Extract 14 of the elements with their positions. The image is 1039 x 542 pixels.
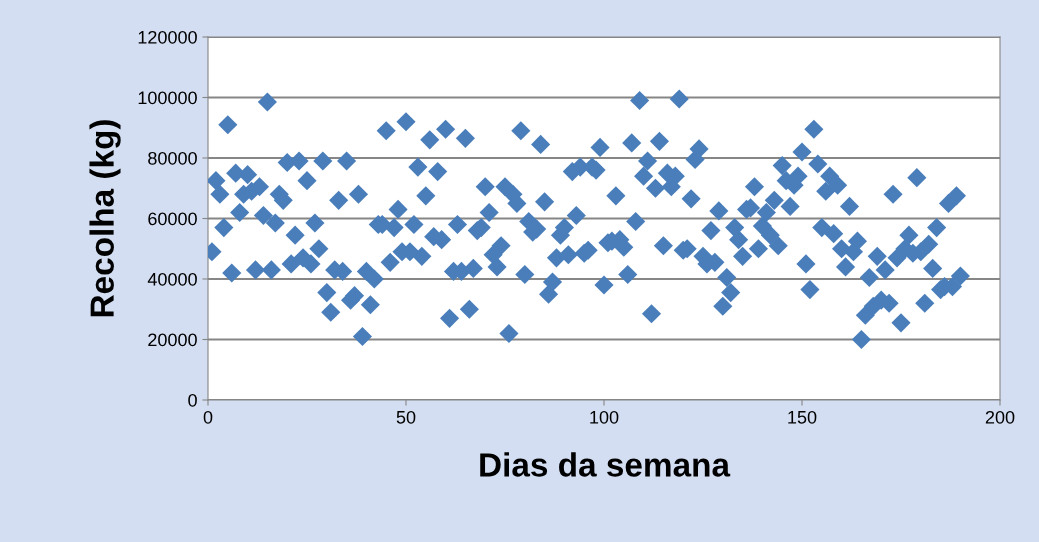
- x-tick-label: 150: [788, 410, 817, 424]
- y-tick-label: 80000: [148, 151, 197, 165]
- x-tick-label: 0: [203, 410, 213, 424]
- y-tick-label: 40000: [147, 272, 197, 286]
- y-tick-label: 120000: [138, 30, 197, 44]
- y-tick-label: 60000: [148, 212, 197, 226]
- x-tick-label: 200: [985, 410, 1015, 424]
- y-tick-label: 20000: [148, 333, 197, 347]
- y-tick-label: 0: [188, 393, 197, 407]
- x-axis-title: Dias da semana: [480, 452, 731, 477]
- x-tick-label: 50: [396, 410, 416, 424]
- y-axis-title: Recolha (kg): [89, 120, 121, 317]
- x-tick-label: 100: [590, 410, 619, 424]
- y-tick-label: 100000: [138, 91, 197, 105]
